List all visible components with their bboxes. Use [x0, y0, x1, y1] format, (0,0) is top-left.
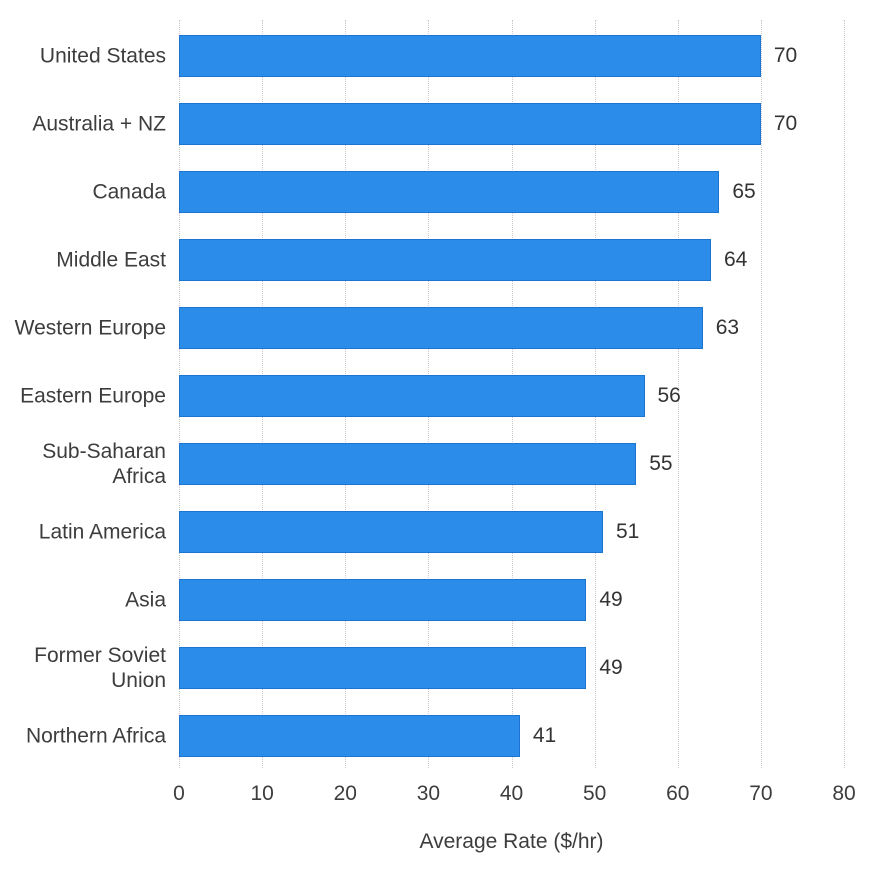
category-label: Australia + NZ: [32, 112, 166, 136]
bar: [179, 239, 711, 281]
category-label: Northern Africa: [25, 724, 166, 748]
x-tick-label: 80: [832, 782, 856, 805]
x-tick-label: 70: [749, 782, 773, 805]
bar: [179, 511, 603, 553]
x-tick-label: 20: [333, 782, 357, 805]
bar: [179, 647, 587, 689]
x-axis-title: Average Rate ($/hr): [419, 830, 604, 853]
bar: [179, 443, 637, 485]
bar: [179, 715, 520, 757]
x-tick-label: 50: [582, 782, 607, 805]
category-label: Middle East: [56, 248, 166, 272]
category-label: Asia: [125, 588, 166, 612]
bar: [179, 579, 587, 621]
value-label: 70: [773, 112, 798, 135]
value-label: 49: [599, 656, 623, 679]
bar: [179, 375, 645, 417]
category-label: Former Soviet Union: [34, 644, 166, 692]
x-tick-label: 10: [250, 782, 274, 805]
value-label: 63: [715, 316, 740, 339]
x-gridline: [760, 20, 762, 768]
category-label: Canada: [92, 180, 166, 204]
x-gridline: [844, 20, 845, 768]
category-label: United States: [39, 44, 166, 68]
category-label: Eastern Europe: [20, 384, 166, 408]
x-tick-label: 60: [666, 782, 690, 805]
value-label: 41: [532, 724, 557, 747]
bar: [179, 171, 720, 213]
bar: [179, 103, 761, 145]
value-label: 56: [657, 384, 681, 407]
category-label: Latin America: [38, 520, 166, 544]
value-label: 49: [599, 588, 623, 611]
category-label: Western Europe: [14, 316, 166, 340]
bar: [179, 35, 761, 77]
x-gridline: [677, 20, 679, 768]
value-label: 51: [615, 520, 640, 543]
x-tick-label: 30: [416, 782, 441, 805]
x-tick-label: 0: [173, 782, 185, 805]
bar: [179, 307, 703, 349]
x-tick-label: 40: [499, 782, 524, 805]
value-label: 55: [649, 452, 673, 475]
category-label: Sub-Saharan Africa: [42, 440, 166, 488]
value-label: 70: [773, 44, 798, 67]
value-label: 64: [724, 248, 748, 271]
value-label: 65: [732, 180, 756, 203]
